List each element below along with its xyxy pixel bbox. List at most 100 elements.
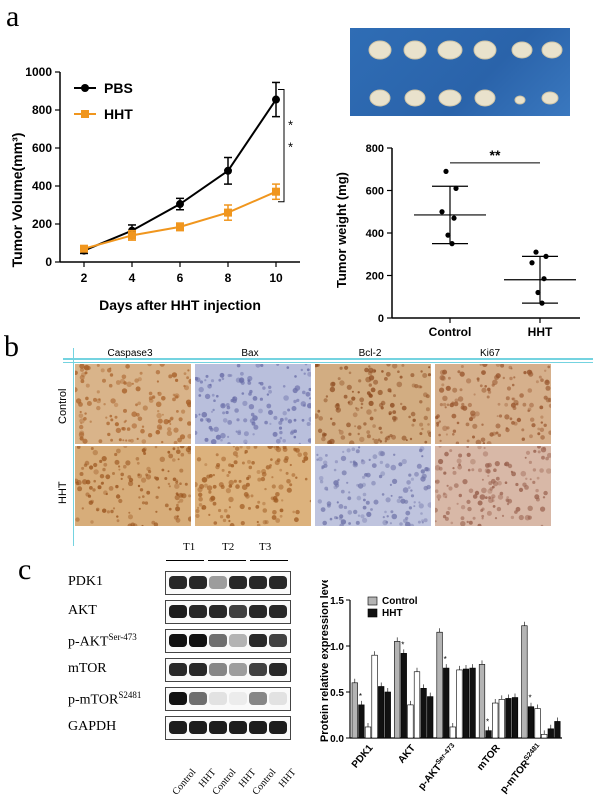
ihc-cell-dot xyxy=(80,422,83,425)
ihc-cell-dot xyxy=(545,456,549,461)
ihc-cell-dot xyxy=(481,478,484,481)
ihc-cell-dot xyxy=(380,471,386,477)
ihc-cell-dot xyxy=(137,377,142,382)
ihc-cell-dot xyxy=(175,479,179,482)
ihc-cell-dot xyxy=(333,468,337,472)
ihc-cell-dot xyxy=(340,435,346,440)
ihc-cell-dot xyxy=(247,381,252,385)
protein-expression-star: * xyxy=(401,640,404,649)
ihc-cell-dot xyxy=(420,469,425,474)
ihc-cell-dot xyxy=(506,386,512,391)
ihc-cell-dot xyxy=(419,400,423,404)
protein-expression-star: * xyxy=(359,692,362,701)
ihc-cell-dot xyxy=(384,510,387,514)
ihc-cell-dot xyxy=(318,416,323,421)
tumor-specimen xyxy=(369,89,391,107)
ihc-cell-dot xyxy=(339,523,344,526)
ihc-cell-dot xyxy=(421,519,424,523)
ihc-cell-dot xyxy=(500,364,505,368)
ihc-cell-dot xyxy=(482,451,489,457)
ihc-cell-dot xyxy=(262,386,266,390)
ihc-cell-dot xyxy=(123,420,126,424)
wb-band xyxy=(249,663,267,676)
wb-band xyxy=(169,692,187,705)
ihc-cell-dot xyxy=(380,451,386,457)
ihc-cell-dot xyxy=(505,396,510,401)
ihc-cell-dot xyxy=(141,477,147,483)
ihc-cell-dot xyxy=(96,390,100,394)
ihc-cell-dot xyxy=(141,425,145,428)
ihc-cell-dot xyxy=(126,427,131,431)
ihc-cell-dot xyxy=(465,422,470,427)
ihc-cell-dot xyxy=(211,393,215,397)
wb-protein-name: PDK1 xyxy=(68,574,104,589)
ihc-cell-dot xyxy=(228,470,231,474)
ihc-cell-dot xyxy=(371,480,376,486)
ihc-cell-dot xyxy=(118,498,123,504)
ihc-cell-dot xyxy=(309,499,311,503)
ihc-cell-dot xyxy=(339,517,343,521)
ihc-cell-dot xyxy=(188,494,191,498)
ihc-cell-dot xyxy=(222,518,227,523)
ihc-cell-dot xyxy=(364,473,368,477)
ihc-cell-dot xyxy=(533,449,537,453)
ihc-cell-dot xyxy=(166,430,173,436)
ihc-cell-dot xyxy=(241,392,245,395)
ihc-cell-dot xyxy=(262,508,268,513)
ihc-cell-dot xyxy=(406,480,411,485)
ihc-cell-dot xyxy=(389,522,392,525)
ihc-cell-dot xyxy=(538,375,542,379)
ihc-cell-dot xyxy=(75,370,78,375)
tumor-weight-chart: 0 200 400 600 800 Control HHT ** Tumor weight (… xyxy=(334,143,580,339)
ihc-cell-dot xyxy=(303,451,308,457)
ihc-cell-dot xyxy=(457,370,461,374)
ihc-cell-dot xyxy=(438,446,442,448)
ihc-cell-dot xyxy=(483,446,486,450)
ihc-cell-dot xyxy=(204,463,208,467)
ihc-cell-dot xyxy=(118,465,121,468)
ihc-cell-dot xyxy=(416,463,422,469)
ihc-cell-dot xyxy=(136,437,139,440)
wb-band xyxy=(209,692,227,705)
protein-expression-category: p-mTOR xyxy=(498,758,532,795)
tumor-volume-y-tick-label: 400 xyxy=(32,179,52,193)
ihc-cell-dot xyxy=(198,394,202,397)
tumor-specimen xyxy=(368,40,392,60)
ihc-cell-dot xyxy=(157,410,160,413)
ihc-tile-control-bax xyxy=(195,364,311,444)
ihc-cell-dot xyxy=(169,417,173,421)
ihc-cell-dot xyxy=(208,425,213,430)
ihc-cell-dot xyxy=(220,403,226,409)
wb-protein-superscript: S2481 xyxy=(118,690,142,700)
ihc-cell-dot xyxy=(419,448,423,453)
ihc-cell-dot xyxy=(172,397,176,402)
ihc-cell-dot xyxy=(84,371,88,375)
ihc-cell-dot xyxy=(279,430,283,435)
ihc-cell-dot xyxy=(246,446,251,450)
ihc-cell-dot xyxy=(360,402,364,406)
ihc-cell-dot xyxy=(216,394,219,398)
tumor-weight-y-tick-label: 200 xyxy=(366,271,384,283)
tumor-volume-significance-star: * xyxy=(288,140,293,155)
ihc-cell-dot xyxy=(372,438,375,441)
ihc-cell-dot xyxy=(373,369,377,373)
ihc-cell-dot xyxy=(121,427,125,431)
ihc-cell-dot xyxy=(460,405,465,410)
ihc-cell-dot xyxy=(275,518,281,523)
ihc-cell-dot xyxy=(521,437,525,441)
ihc-cell-dot xyxy=(268,385,272,389)
ihc-cell-dot xyxy=(424,440,428,444)
ihc-cell-dot xyxy=(495,431,499,435)
protein-expression-category: p-AKT xyxy=(416,762,444,792)
ihc-cell-dot xyxy=(201,505,207,510)
ihc-cell-dot xyxy=(227,420,233,425)
ihc-cell-dot xyxy=(289,431,294,435)
ihc-cell-dot xyxy=(222,411,226,415)
ihc-cell-dot xyxy=(540,524,544,526)
ihc-cell-dot xyxy=(128,477,134,483)
tumor-weight-point xyxy=(533,249,539,255)
ihc-cell-dot xyxy=(242,400,248,406)
ihc-cell-dot xyxy=(348,371,352,375)
ihc-cell-dot xyxy=(364,367,369,373)
ihc-cell-dot xyxy=(421,521,424,524)
